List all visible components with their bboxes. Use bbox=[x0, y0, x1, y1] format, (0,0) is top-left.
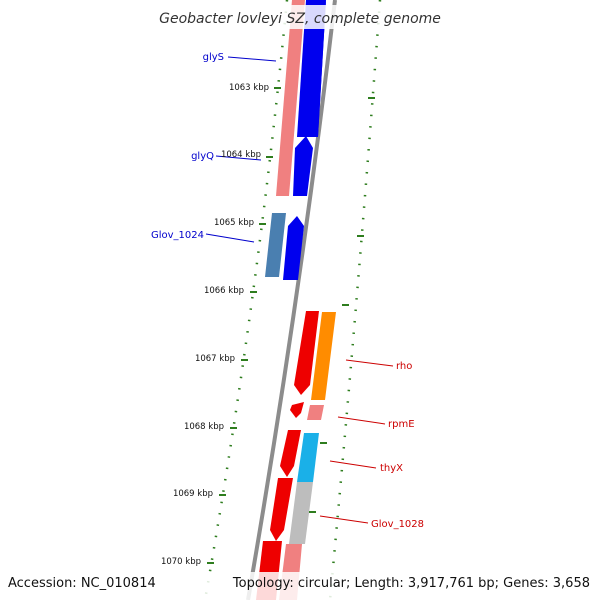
gene-label-Glov_1028[interactable]: Glov_1028 bbox=[371, 519, 424, 530]
glyS-feature-body[interactable] bbox=[297, 0, 326, 137]
backbone-ring bbox=[246, 0, 337, 600]
outer-ring-ticks bbox=[309, 97, 375, 513]
glyQ-connector bbox=[215, 155, 262, 161]
gene-label-rpmE[interactable]: rpmE bbox=[388, 419, 415, 430]
kbp-label-1066: 1066 kbp bbox=[204, 286, 244, 296]
kbp-ticks bbox=[207, 87, 281, 564]
kbp-label-1067: 1067 kbp bbox=[195, 354, 235, 364]
accession-text: Accession: NC_010814 bbox=[8, 576, 156, 591]
rho-cog bbox=[311, 312, 336, 400]
Glov_1028-feature[interactable] bbox=[270, 478, 293, 541]
gene-label-rho[interactable]: rho bbox=[396, 361, 412, 372]
glyQ-cog bbox=[276, 135, 294, 196]
kbp-label-1063: 1063 kbp bbox=[229, 83, 269, 93]
kbp-label-1069: 1069 kbp bbox=[173, 489, 213, 499]
gene-label-glyS[interactable]: glyS bbox=[203, 52, 224, 63]
footer-background bbox=[0, 572, 600, 600]
gene-label-thyX[interactable]: thyX bbox=[380, 463, 403, 474]
Glov_1028-connector bbox=[319, 515, 369, 524]
Glov_1024-feature[interactable] bbox=[283, 216, 304, 280]
gene-label-Glov_1024[interactable]: Glov_1024 bbox=[151, 230, 204, 241]
rpmE-feature[interactable] bbox=[290, 402, 304, 418]
glyS-cog bbox=[281, 0, 305, 135]
thyX-feature[interactable] bbox=[280, 430, 301, 477]
thyX-cog bbox=[297, 433, 319, 482]
genome-summary-text: Topology: circular; Length: 3,917,761 bp… bbox=[232, 576, 590, 591]
kbp-label-1070: 1070 kbp bbox=[161, 557, 201, 567]
kbp-label-1064: 1064 kbp bbox=[221, 150, 261, 160]
rpmE-connector bbox=[337, 416, 386, 425]
rho-connector bbox=[345, 359, 394, 367]
kbp-label-1068: 1068 kbp bbox=[184, 422, 224, 432]
Glov_1024-connector bbox=[205, 233, 255, 243]
thyX-connector bbox=[329, 460, 377, 469]
glyQ-feature[interactable] bbox=[293, 136, 313, 196]
glyS-connector bbox=[227, 56, 277, 62]
rho-feature[interactable] bbox=[294, 311, 319, 395]
Glov_1024-cog bbox=[265, 213, 286, 277]
outer-dotted-ring bbox=[328, 0, 382, 600]
gene-label-glyQ[interactable]: glyQ bbox=[191, 151, 214, 162]
Glov_1028-cog bbox=[289, 482, 313, 544]
title-background bbox=[168, 5, 433, 29]
map-title: Geobacter lovleyi SZ, complete genome bbox=[159, 11, 441, 27]
kbp-label-1065: 1065 kbp bbox=[214, 218, 254, 228]
rpmE-cog bbox=[307, 405, 324, 420]
